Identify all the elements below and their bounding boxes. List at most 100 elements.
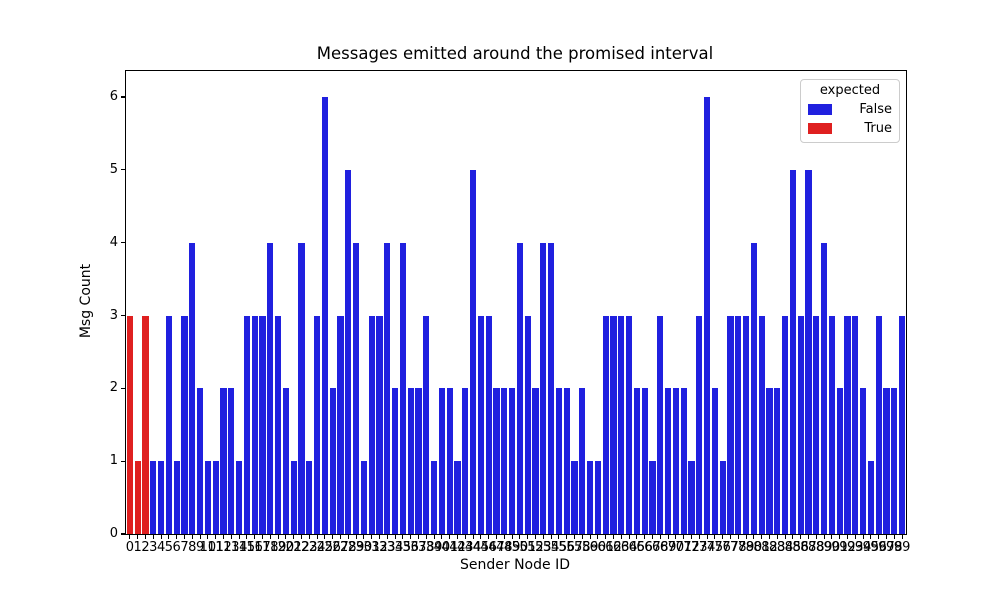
x-tick-label: 79 — [737, 540, 755, 555]
bar — [243, 315, 250, 534]
legend-entry-true: True — [808, 121, 892, 136]
x-tick-mark — [129, 535, 131, 539]
bar — [649, 461, 656, 534]
x-tick-label: 83 — [769, 540, 786, 555]
bar — [321, 97, 328, 534]
bar — [688, 461, 695, 534]
x-tick-label: 30 — [355, 540, 373, 555]
bar — [126, 315, 133, 534]
x-tick-label: 76 — [714, 540, 731, 555]
x-tick-mark — [870, 535, 872, 539]
x-tick-mark — [324, 535, 326, 539]
x-tick-label: 28 — [340, 540, 357, 555]
x-tick-mark — [566, 535, 568, 539]
x-tick-label: 65 — [628, 540, 646, 555]
bar — [150, 461, 157, 534]
bar — [392, 388, 399, 534]
x-tick-label: 22 — [293, 540, 310, 555]
bar — [314, 315, 321, 534]
bar — [563, 388, 570, 534]
x-tick-label: 34 — [386, 540, 404, 555]
x-tick-label: 42 — [449, 540, 466, 555]
x-tick-label: 82 — [761, 540, 778, 555]
bar — [665, 388, 672, 534]
bar — [454, 461, 461, 534]
x-tick-mark — [690, 535, 693, 539]
bar — [891, 388, 898, 534]
x-tick-mark — [839, 535, 841, 539]
bar — [353, 242, 360, 534]
bar — [228, 388, 235, 534]
x-tick-label: 23 — [301, 540, 318, 555]
bar — [134, 461, 141, 534]
x-tick-mark — [636, 535, 638, 539]
bar — [306, 461, 313, 534]
bar — [571, 461, 578, 534]
x-tick-label: 39 — [425, 540, 443, 555]
x-tick-label: 64 — [620, 540, 638, 555]
x-tick-mark — [605, 535, 607, 539]
x-tick-mark — [558, 535, 560, 539]
x-tick-label: 89 — [815, 540, 833, 555]
x-tick-label: 57 — [566, 540, 583, 555]
x-tick-mark — [316, 535, 318, 539]
bar — [743, 315, 750, 534]
x-tick-mark — [199, 535, 201, 539]
x-tick-label: 35 — [394, 540, 412, 555]
x-tick-label: 77 — [722, 540, 739, 555]
bar — [173, 461, 180, 534]
y-tick-label: 0 — [109, 526, 118, 541]
legend: expected False True — [800, 79, 900, 143]
x-tick-label: 69 — [659, 540, 677, 555]
x-tick-label: 71 — [675, 540, 692, 555]
x-tick-mark — [761, 535, 763, 539]
x-tick-label: 48 — [496, 540, 513, 555]
bar — [727, 315, 734, 534]
bar — [680, 388, 687, 534]
x-tick-mark — [612, 535, 615, 539]
x-tick-label: 10 — [199, 540, 217, 555]
x-tick-mark — [800, 535, 802, 539]
x-tick-label: 73 — [691, 540, 708, 555]
bar — [766, 388, 773, 534]
x-tick-mark — [753, 535, 755, 539]
bar — [532, 388, 539, 534]
x-tick-label: 80 — [745, 540, 763, 555]
x-tick-mark — [246, 535, 248, 539]
x-tick-label: 91 — [831, 540, 848, 555]
x-tick-mark — [854, 535, 856, 539]
x-tick-label: 87 — [800, 540, 817, 555]
x-tick-label: 94 — [854, 540, 872, 555]
x-tick-mark — [456, 535, 459, 539]
x-tick-label: 66 — [636, 540, 653, 555]
x-tick-label: 44 — [464, 540, 482, 555]
bar — [813, 315, 820, 534]
bar — [236, 461, 243, 534]
bar — [462, 388, 469, 534]
bar — [860, 388, 867, 534]
x-tick-label: 84 — [776, 540, 794, 555]
x-tick-mark — [878, 535, 880, 539]
x-tick-label: 29 — [347, 540, 365, 555]
x-axis-label: Sender Node ID — [460, 557, 570, 573]
x-tick-mark — [542, 535, 544, 539]
y-tick-mark — [121, 460, 125, 462]
bar — [259, 315, 266, 534]
bar — [399, 242, 406, 534]
bar — [672, 388, 679, 534]
x-tick-label: 37 — [410, 540, 427, 555]
x-tick-mark — [550, 535, 552, 539]
x-tick-label: 13 — [223, 540, 240, 555]
bar — [407, 388, 414, 534]
x-tick-mark — [573, 535, 576, 539]
x-tick-label: 55 — [550, 540, 568, 555]
x-tick-mark — [675, 535, 677, 539]
x-tick-mark — [823, 535, 825, 539]
x-tick-mark — [207, 535, 209, 539]
y-tick-mark — [121, 314, 125, 317]
y-tick-mark — [121, 169, 125, 171]
x-tick-mark — [519, 535, 521, 539]
x-tick-label: 93 — [847, 540, 864, 555]
x-tick-mark — [230, 535, 232, 539]
x-tick-mark — [768, 535, 771, 539]
